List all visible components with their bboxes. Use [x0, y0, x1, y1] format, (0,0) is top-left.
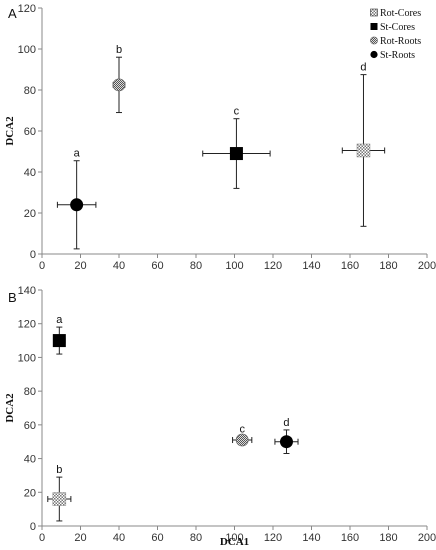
- data-point: a: [56, 148, 97, 250]
- data-point: b: [112, 44, 126, 114]
- point-marker-rot-cores: [356, 143, 371, 158]
- legend-label: Rot-Cores: [380, 8, 421, 19]
- x-tick-label: 60: [151, 532, 163, 544]
- y-tick-label: 120: [18, 319, 36, 331]
- point-letter-label: d: [283, 417, 289, 429]
- panel-label: B: [8, 290, 17, 305]
- x-tick-label: 80: [190, 532, 202, 544]
- x-tick-label: 160: [341, 532, 359, 544]
- y-tick-label: 40: [24, 167, 36, 179]
- y-tick-label: 60: [24, 126, 36, 138]
- point-marker-rot-roots: [112, 78, 126, 92]
- legend-marker: [370, 36, 378, 45]
- x-tick-label: 180: [379, 532, 397, 544]
- x-axis-title: DCA1: [220, 536, 249, 548]
- point-letter-label: a: [74, 148, 81, 160]
- x-tick-label: 40: [113, 532, 125, 544]
- legend-label: Rot-Roots: [380, 36, 421, 47]
- point-marker-rot-cores: [52, 492, 67, 506]
- legend-marker: [370, 23, 378, 30]
- legend-item: St-Roots: [370, 50, 415, 61]
- legend: Rot-Cores St-Cores Rot-Roots St-Roots: [370, 8, 421, 61]
- data-point: d: [274, 417, 299, 455]
- data-point: b: [47, 464, 72, 522]
- x-tick-label: 160: [341, 260, 359, 272]
- legend-item: St-Cores: [370, 22, 415, 33]
- legend-item: Rot-Cores: [370, 8, 421, 19]
- x-tick-label: 120: [264, 532, 282, 544]
- y-tick-label: 20: [24, 208, 36, 220]
- point-marker-st-cores: [52, 334, 66, 348]
- point-letter-label: d: [360, 62, 366, 74]
- y-tick-label: 100: [18, 352, 36, 364]
- data-point: c: [232, 424, 253, 447]
- y-tick-label: 80: [24, 386, 36, 398]
- point-marker-st-roots: [279, 435, 293, 449]
- x-tick-label: 200: [418, 260, 436, 272]
- x-tick-label: 40: [113, 260, 125, 272]
- y-axis-title: DCA2: [4, 393, 16, 423]
- x-tick-label: 140: [302, 260, 320, 272]
- y-tick-label: 0: [30, 521, 36, 533]
- data-point: a: [52, 314, 66, 355]
- x-tick-label: 20: [74, 260, 86, 272]
- y-tick-label: 0: [30, 249, 36, 261]
- legend-marker: [370, 8, 378, 17]
- x-tick-label: 100: [225, 260, 243, 272]
- x-tick-label: 140: [302, 532, 320, 544]
- x-tick-label: 20: [74, 532, 86, 544]
- point-marker-st-cores: [229, 147, 243, 161]
- point-letter-label: b: [116, 44, 122, 56]
- point-letter-label: b: [56, 464, 62, 476]
- x-tick-label: 0: [39, 532, 45, 544]
- legend-item: Rot-Roots: [370, 36, 421, 47]
- legend-label: St-Roots: [380, 50, 415, 61]
- y-tick-label: 20: [24, 487, 36, 499]
- x-tick-label: 0: [39, 260, 45, 272]
- y-tick-label: 80: [24, 85, 36, 97]
- x-tick-label: 80: [190, 260, 202, 272]
- point-letter-label: a: [56, 314, 63, 326]
- y-tick-label: 60: [24, 420, 36, 432]
- x-tick-label: 180: [379, 260, 397, 272]
- y-tick-label: 120: [18, 3, 36, 15]
- data-point: c: [202, 106, 271, 189]
- x-tick-label: 120: [264, 260, 282, 272]
- y-tick-label: 140: [18, 285, 36, 297]
- point-letter-label: c: [234, 106, 240, 118]
- x-tick-label: 60: [151, 260, 163, 272]
- y-axis-title: DCA2: [4, 116, 16, 146]
- point-marker-rot-roots: [235, 433, 249, 447]
- x-tick-label: 100: [225, 532, 243, 544]
- point-marker-st-roots: [70, 198, 84, 212]
- panel-label: A: [8, 6, 17, 21]
- panel-b: 0 20 40 60 80 100 120 140 160 180 200 0 20 40 60 80 100 1…: [4, 285, 436, 548]
- legend-marker: [370, 50, 378, 59]
- y-tick-label: 100: [18, 44, 36, 56]
- x-tick-label: 200: [418, 532, 436, 544]
- panel-a: 0 20 40 60 80 100 120 140 160 180 200 0 20 40 60 80 100 1…: [4, 3, 436, 272]
- legend-label: St-Cores: [380, 22, 415, 33]
- y-tick-label: 40: [24, 454, 36, 466]
- data-point: d: [341, 62, 386, 227]
- point-letter-label: c: [239, 424, 245, 436]
